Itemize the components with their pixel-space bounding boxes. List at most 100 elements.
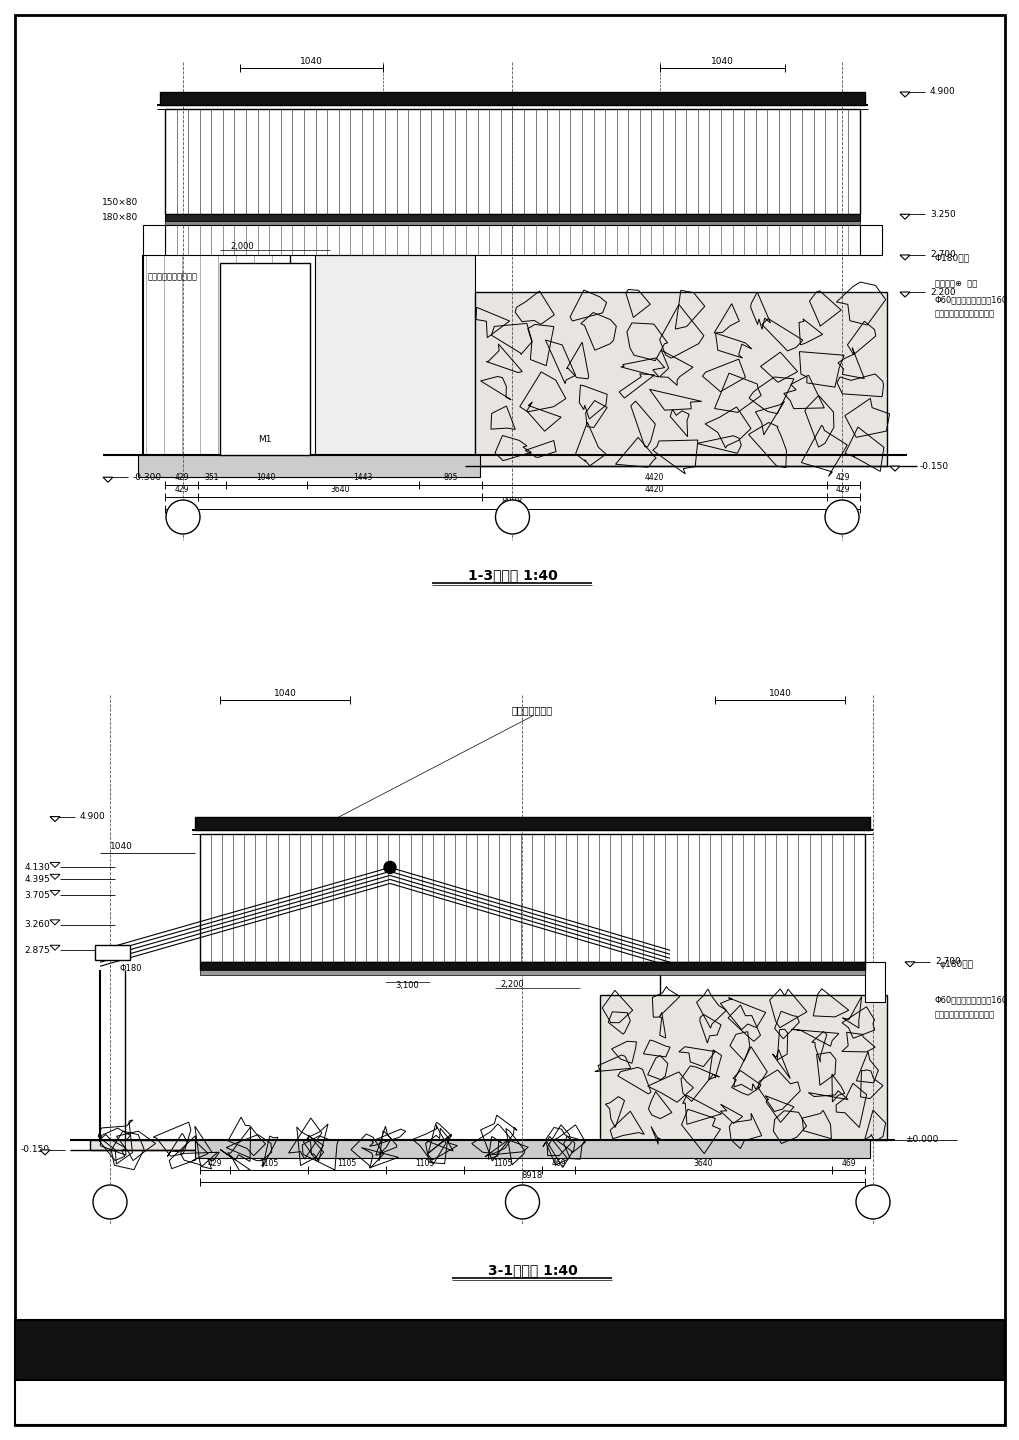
Text: 8918: 8918 <box>522 1171 542 1179</box>
Bar <box>864 962 884 1002</box>
Bar <box>475 292 887 467</box>
Bar <box>200 962 864 969</box>
Text: 1: 1 <box>178 511 187 524</box>
Polygon shape <box>899 215 909 219</box>
Circle shape <box>166 500 200 534</box>
Polygon shape <box>40 1151 50 1155</box>
Text: 1040: 1040 <box>300 56 323 65</box>
Text: 4.130: 4.130 <box>24 863 50 871</box>
Bar <box>195 816 869 829</box>
Text: 1040: 1040 <box>767 688 791 697</box>
Text: 3: 3 <box>837 511 846 524</box>
Text: 429: 429 <box>836 485 850 494</box>
Text: 1-3立面图 1:40: 1-3立面图 1:40 <box>467 567 556 582</box>
Polygon shape <box>103 477 113 482</box>
Text: 碎砖块，室内白色涂料: 碎砖块，室内白色涂料 <box>148 272 198 281</box>
Text: 3640: 3640 <box>693 1159 712 1168</box>
Text: 3.705: 3.705 <box>24 891 50 900</box>
Text: 469: 469 <box>841 1159 855 1168</box>
Text: 1040: 1040 <box>710 56 734 65</box>
Text: M1: M1 <box>258 435 271 445</box>
Bar <box>859 225 881 255</box>
Text: Φ180圆柱: Φ180圆柱 <box>934 253 969 262</box>
Text: 3.260: 3.260 <box>24 920 50 929</box>
Text: -0.300: -0.300 <box>132 472 162 482</box>
Text: 1105: 1105 <box>415 1159 434 1168</box>
Text: 1105: 1105 <box>337 1159 357 1168</box>
Polygon shape <box>50 920 60 924</box>
Text: 429: 429 <box>174 485 189 494</box>
Text: φ180圆柱: φ180圆柱 <box>940 960 973 969</box>
Text: 1040: 1040 <box>257 474 276 482</box>
Text: 429: 429 <box>208 1159 222 1168</box>
Bar <box>165 222 859 225</box>
Circle shape <box>93 1185 127 1220</box>
Polygon shape <box>50 945 60 950</box>
Text: 429: 429 <box>174 474 189 482</box>
Bar <box>95 945 129 960</box>
Text: 2,200: 2,200 <box>499 981 523 989</box>
Bar <box>220 264 310 455</box>
Bar <box>15 1380 1004 1426</box>
Polygon shape <box>50 863 60 867</box>
Text: 3.250: 3.250 <box>929 210 955 219</box>
Text: 1: 1 <box>868 1195 876 1208</box>
Text: 2,000: 2,000 <box>229 242 254 252</box>
Circle shape <box>495 500 529 534</box>
Text: 4.395: 4.395 <box>24 874 50 884</box>
Text: 1443: 1443 <box>353 474 372 482</box>
Text: 8908: 8908 <box>501 497 523 507</box>
Text: 2: 2 <box>518 1195 527 1208</box>
Text: 805: 805 <box>443 474 458 482</box>
Polygon shape <box>899 292 909 297</box>
Polygon shape <box>50 874 60 880</box>
Text: 1105: 1105 <box>493 1159 513 1168</box>
Text: 3: 3 <box>106 1195 114 1208</box>
Bar <box>160 92 864 105</box>
Polygon shape <box>50 816 60 822</box>
Text: 2: 2 <box>507 511 517 524</box>
Text: 2.875: 2.875 <box>24 946 50 955</box>
Bar <box>195 1140 869 1158</box>
Text: 做法详见⊕  详图: 做法详见⊕ 详图 <box>934 279 976 288</box>
Text: 3640: 3640 <box>330 485 350 494</box>
Text: 3-1立面图 1:40: 3-1立面图 1:40 <box>487 1263 577 1277</box>
Text: 150×80: 150×80 <box>102 197 138 207</box>
Text: 351: 351 <box>205 474 219 482</box>
Text: 2.200: 2.200 <box>929 288 955 297</box>
Bar <box>138 455 480 477</box>
Circle shape <box>505 1185 539 1220</box>
Text: 4.900: 4.900 <box>79 812 106 821</box>
Text: 4.900: 4.900 <box>929 88 955 96</box>
Text: 实木拼花贴墙体: 实木拼花贴墙体 <box>512 706 552 716</box>
Bar <box>165 225 859 255</box>
Polygon shape <box>50 890 60 896</box>
Text: ±0.000: ±0.000 <box>904 1136 937 1145</box>
Circle shape <box>383 861 395 874</box>
Text: Φ60刻皮树枝，中刻中160: Φ60刻皮树枝，中刻中160 <box>934 995 1007 1004</box>
Text: 469: 469 <box>550 1159 566 1168</box>
Text: 4420: 4420 <box>644 485 663 494</box>
Text: 429: 429 <box>836 474 850 482</box>
Polygon shape <box>904 962 914 966</box>
Text: -0.150: -0.150 <box>20 1145 50 1155</box>
Text: 180×80: 180×80 <box>102 213 138 222</box>
Text: Φ180: Φ180 <box>120 963 143 973</box>
Text: 1040: 1040 <box>273 688 297 697</box>
Circle shape <box>855 1185 890 1220</box>
Bar <box>200 969 864 975</box>
Text: 2.700: 2.700 <box>934 958 960 966</box>
Bar <box>165 215 859 222</box>
Text: 1105: 1105 <box>260 1159 278 1168</box>
Text: 1040: 1040 <box>110 842 132 851</box>
Bar <box>599 995 887 1140</box>
Bar <box>15 1320 1004 1380</box>
Polygon shape <box>899 255 909 261</box>
Bar <box>143 225 165 255</box>
Text: Φ60刻皮树枝，中刻中160: Φ60刻皮树枝，中刻中160 <box>934 295 1007 304</box>
Text: 素砌块石，外侧墙面不露浆: 素砌块石，外侧墙面不露浆 <box>934 1011 994 1020</box>
Text: 2.700: 2.700 <box>929 251 955 259</box>
Text: 素砌块石，外侧墙面不露浆: 素砌块石，外侧墙面不露浆 <box>934 310 994 318</box>
Text: 4420: 4420 <box>644 474 663 482</box>
Bar <box>315 255 475 455</box>
